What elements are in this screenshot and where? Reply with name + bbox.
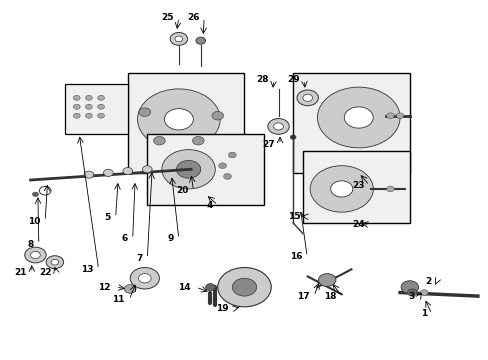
Circle shape [130,267,159,289]
Circle shape [176,160,201,178]
Circle shape [344,107,372,128]
Text: 19: 19 [215,304,228,313]
Circle shape [32,192,38,197]
Circle shape [164,109,193,130]
Circle shape [39,186,51,195]
Text: 22: 22 [39,268,51,277]
Circle shape [273,123,283,130]
Bar [302,152,409,223]
Circle shape [400,281,418,294]
Circle shape [395,113,403,118]
Circle shape [137,89,220,150]
Text: 5: 5 [104,213,111,222]
Circle shape [85,113,92,118]
Text: 17: 17 [296,292,308,301]
Circle shape [232,278,256,296]
Text: 18: 18 [324,292,336,301]
Circle shape [73,113,80,118]
Bar [64,84,127,134]
Text: 1: 1 [420,310,426,319]
Text: 10: 10 [28,217,40,226]
Circle shape [228,152,236,158]
Circle shape [98,95,104,100]
Circle shape [309,166,372,212]
Circle shape [192,136,203,145]
Circle shape [407,289,416,296]
Text: 7: 7 [136,254,142,263]
Circle shape [124,285,136,293]
Circle shape [317,87,399,148]
Circle shape [122,167,132,175]
Circle shape [175,36,183,42]
Circle shape [139,108,150,116]
Circle shape [218,163,226,168]
Circle shape [51,259,59,265]
Text: 2: 2 [425,277,431,286]
Circle shape [267,118,288,134]
Text: 11: 11 [112,295,124,304]
Circle shape [84,171,94,178]
Circle shape [73,95,80,100]
Text: 23: 23 [351,181,364,190]
Text: 21: 21 [15,268,27,277]
Bar [147,134,264,205]
Text: 12: 12 [98,283,111,292]
Circle shape [30,251,40,258]
Circle shape [318,274,335,287]
Circle shape [98,104,104,109]
Text: 4: 4 [206,201,212,210]
Text: 13: 13 [81,265,94,274]
Text: 16: 16 [289,252,302,261]
Text: 3: 3 [407,292,414,301]
Text: 26: 26 [186,13,199,22]
Text: 14: 14 [178,283,191,292]
Bar [292,73,409,173]
Circle shape [302,94,312,102]
Text: 15: 15 [287,212,300,221]
Circle shape [73,104,80,109]
Text: 20: 20 [176,186,188,195]
Text: 8: 8 [28,240,34,249]
Text: 24: 24 [351,220,364,229]
Text: 28: 28 [256,76,268,85]
Circle shape [386,113,393,118]
Text: 25: 25 [161,13,174,22]
Bar [127,73,244,173]
Circle shape [330,181,352,197]
Circle shape [205,284,215,291]
Circle shape [46,256,63,269]
Circle shape [138,274,151,283]
Circle shape [196,37,205,44]
Circle shape [103,169,113,176]
Circle shape [170,32,187,45]
Circle shape [98,113,104,118]
Text: 9: 9 [167,234,174,243]
Text: 27: 27 [262,140,275,149]
Circle shape [211,111,223,120]
Circle shape [85,95,92,100]
Text: 6: 6 [122,234,127,243]
Circle shape [217,267,271,307]
Circle shape [289,135,295,139]
Text: 29: 29 [286,76,299,85]
Circle shape [85,104,92,109]
Circle shape [296,90,318,106]
Circle shape [25,247,46,263]
Circle shape [223,174,231,179]
Circle shape [162,150,215,189]
Circle shape [142,166,152,173]
Circle shape [420,290,427,296]
Circle shape [153,136,165,145]
Circle shape [386,186,393,192]
